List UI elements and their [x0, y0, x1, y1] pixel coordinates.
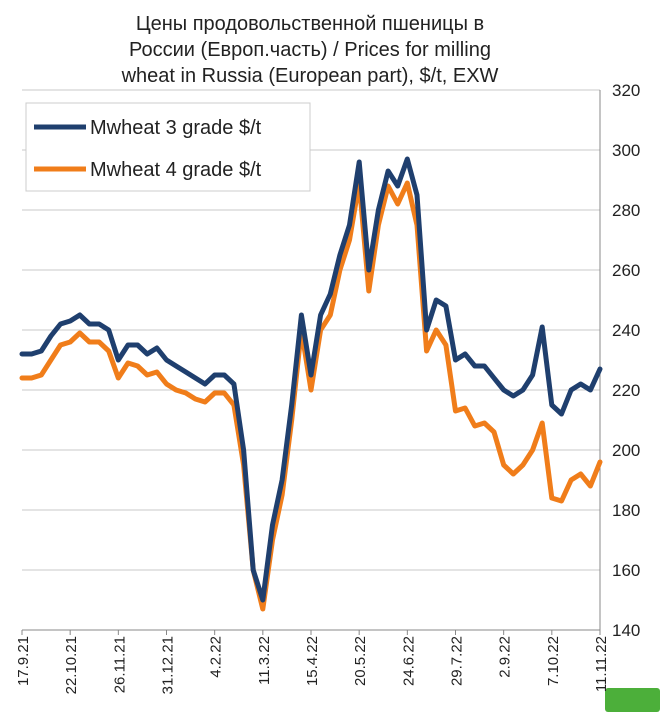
- x-tick-label: 15.4.22: [304, 636, 321, 686]
- x-tick-label: 2.9.22: [497, 636, 514, 678]
- y-tick-label: 180: [612, 501, 640, 520]
- x-tick-label: 17.9.21: [15, 636, 32, 686]
- chart-title: России (Европ.часть) / Prices for millin…: [129, 39, 491, 61]
- x-tick-label: 24.6.22: [400, 636, 417, 686]
- y-tick-label: 200: [612, 441, 640, 460]
- y-tick-label: 260: [612, 261, 640, 280]
- y-tick-label: 160: [612, 561, 640, 580]
- y-tick-label: 240: [612, 321, 640, 340]
- series-line: [19, 180, 603, 612]
- legend-label: Mwheat 4 grade $/t: [90, 159, 262, 181]
- x-tick-label: 20.5.22: [352, 636, 369, 686]
- chart-title: wheat in Russia (European part), $/t, EX…: [121, 65, 499, 87]
- legend-label: Mwheat 3 grade $/t: [90, 117, 262, 139]
- x-tick-label: 22.10.21: [63, 636, 80, 694]
- x-tick-label: 11.11.22: [593, 636, 610, 692]
- x-tick-label: 11.3.22: [256, 636, 273, 685]
- chart-title: Цены продовольственной пшеницы в: [136, 13, 484, 35]
- x-tick-label: 4.2.22: [208, 636, 225, 678]
- legend-box: [25, 102, 311, 192]
- y-tick-label: 320: [612, 81, 640, 100]
- y-tick-label: 140: [612, 621, 640, 640]
- x-tick-label: 29.7.22: [449, 636, 466, 686]
- y-tick-label: 220: [612, 381, 640, 400]
- x-tick-label: 7.10.22: [545, 636, 562, 686]
- y-tick-label: 280: [612, 201, 640, 220]
- logo: [605, 688, 660, 712]
- series-line: [19, 156, 603, 603]
- x-tick-label: 31.12.21: [160, 636, 177, 694]
- y-tick-label: 300: [612, 141, 640, 160]
- x-tick-label: 26.11.21: [111, 636, 128, 693]
